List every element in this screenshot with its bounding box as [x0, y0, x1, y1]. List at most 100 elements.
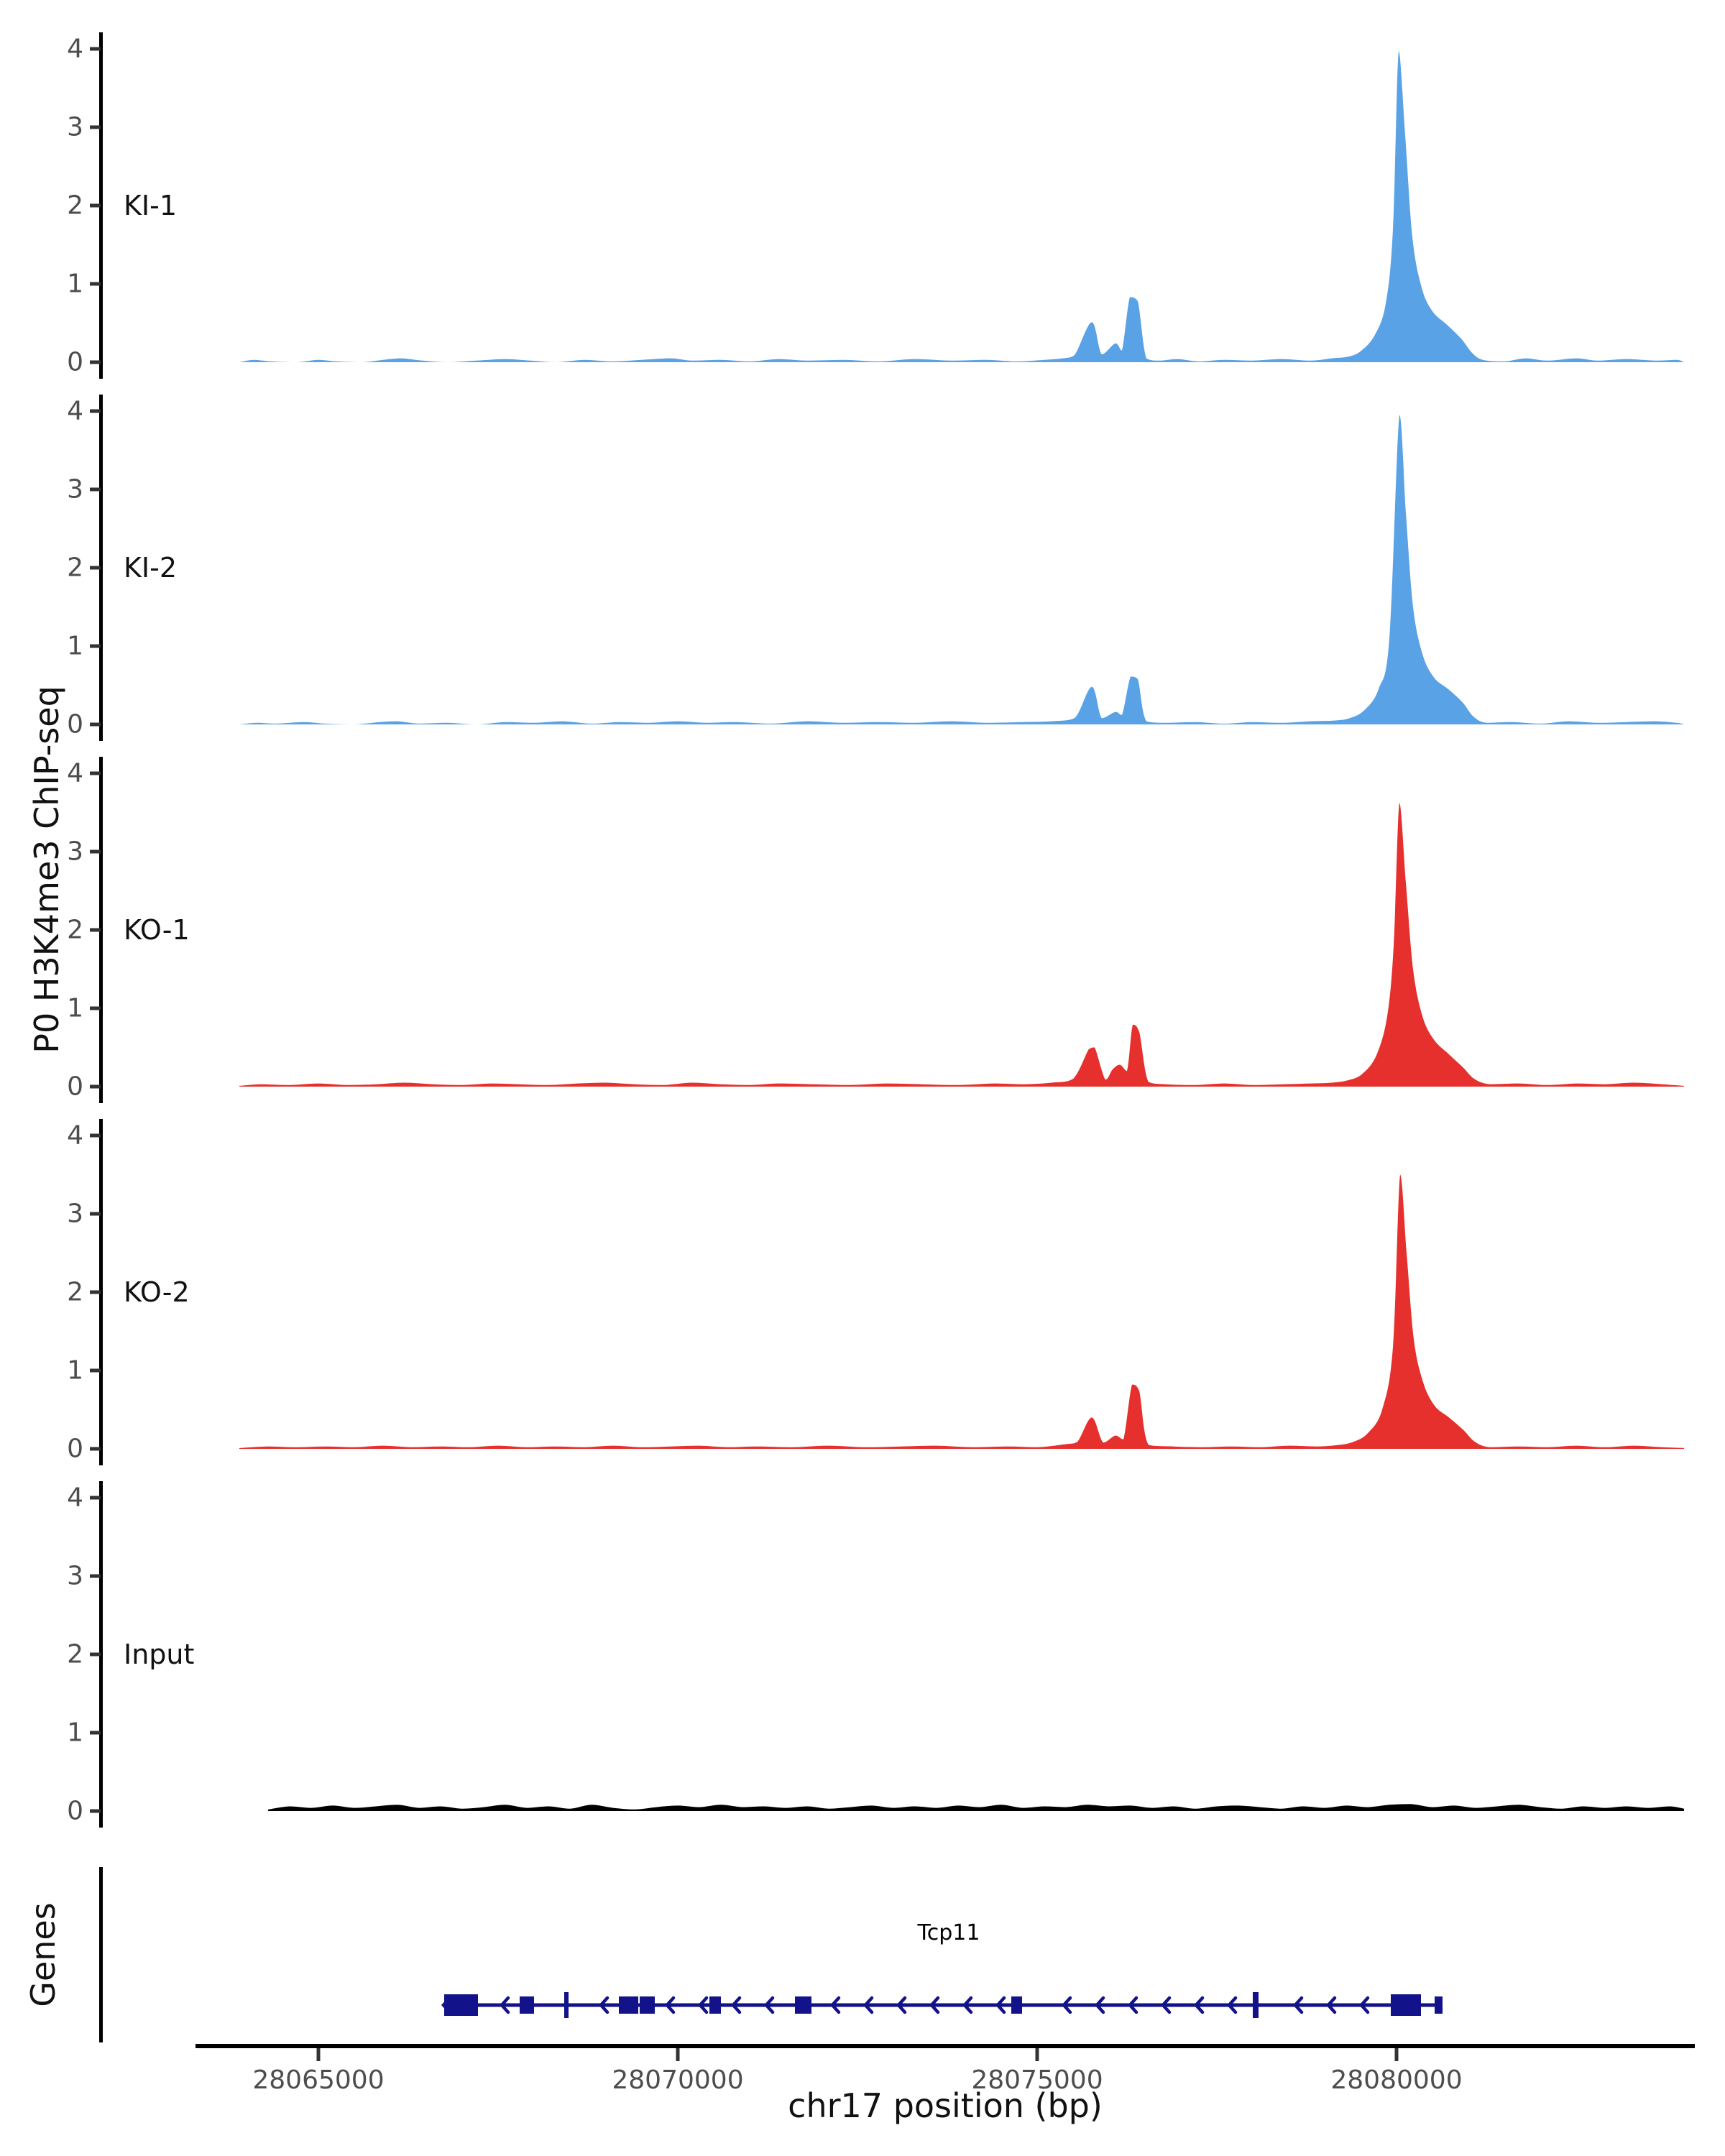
- y-tick-label-ki-2-3: 3: [67, 475, 83, 505]
- y-tick-label-ki-2-1: 1: [67, 632, 83, 661]
- y-tick-label-ki-1-4: 4: [67, 34, 83, 64]
- y-axis-line-ko-2: [99, 1119, 103, 1465]
- x-tick-28080000: [1394, 2048, 1399, 2061]
- y-tick-label-ko-2-4: 4: [67, 1121, 83, 1151]
- gene-strand-arrow: [1061, 1996, 1072, 2014]
- y-tick-ko-2-0: [90, 1447, 101, 1451]
- gene-exon-9: [1253, 1992, 1259, 2018]
- y-tick-label-ki-1-2: 2: [67, 191, 83, 221]
- y-axis-line-input: [99, 1481, 103, 1828]
- x-tick-label-28070000: 28070000: [612, 2065, 743, 2095]
- y-tick-ki-2-4: [90, 409, 101, 413]
- gene-intron-line: [444, 2003, 1443, 2007]
- y-tick-label-ki-1-0: 0: [67, 348, 83, 377]
- gene-exon-8: [1011, 1996, 1022, 2014]
- x-tick-label-28065000: 28065000: [252, 2065, 384, 2095]
- signal-area-ki-1: [239, 51, 1684, 363]
- y-tick-ki-1-4: [90, 47, 101, 51]
- y-tick-label-ko-1-0: 0: [67, 1072, 83, 1102]
- y-tick-ki-2-1: [90, 644, 101, 648]
- y-tick-input-2: [90, 1652, 101, 1657]
- y-tick-input-3: [90, 1574, 101, 1578]
- gene-strand-arrow: [896, 1996, 907, 2014]
- y-tick-label-ko-2-0: 0: [67, 1434, 83, 1464]
- y-tick-ki-1-1: [90, 282, 101, 286]
- x-tick-28070000: [676, 2048, 680, 2061]
- y-tick-label-input-4: 4: [67, 1483, 83, 1513]
- y-tick-label-ki-1-1: 1: [67, 270, 83, 299]
- y-tick-ko-1-2: [90, 928, 101, 932]
- signal-area-ko-1: [239, 803, 1684, 1087]
- x-axis-line: [196, 2044, 1695, 2048]
- gene-strand-arrow: [763, 1996, 775, 2014]
- y-tick-ko-2-3: [90, 1212, 101, 1216]
- y-tick-ki-2-2: [90, 566, 101, 570]
- y-tick-label-ko-1-2: 2: [67, 916, 83, 945]
- gene-exon-1: [444, 1994, 478, 2016]
- y-tick-ki-1-0: [90, 360, 101, 364]
- y-tick-label-ko-1-1: 1: [67, 994, 83, 1023]
- gene-name-label: Tcp11: [917, 1920, 980, 1945]
- x-tick-label-28075000: 28075000: [971, 2065, 1103, 2095]
- gene-strand-arrow: [499, 1996, 510, 2014]
- gene-strand-arrow: [929, 1996, 940, 2014]
- track-label-ko-1: KO-1: [124, 914, 190, 946]
- genes-axis-line: [99, 1867, 103, 2042]
- y-tick-label-input-1: 1: [67, 1718, 83, 1748]
- y-tick-label-ki-2-0: 0: [67, 710, 83, 740]
- y-tick-label-ki-1-3: 3: [67, 113, 83, 142]
- gene-strand-arrow: [664, 1996, 676, 2014]
- y-tick-ko-1-0: [90, 1084, 101, 1089]
- gene-exon-5: [640, 1996, 655, 2014]
- gene-strand-arrow: [1127, 1996, 1138, 2014]
- y-tick-ko-1-1: [90, 1006, 101, 1010]
- gene-exon-7: [795, 1996, 811, 2014]
- y-axis-line-ko-1: [99, 757, 103, 1103]
- signal-area-input: [268, 1804, 1684, 1811]
- gene-strand-arrow: [697, 1996, 709, 2014]
- y-tick-label-ko-2-1: 1: [67, 1356, 83, 1386]
- gene-exon-10: [1391, 1994, 1421, 2016]
- x-tick-28075000: [1035, 2048, 1039, 2061]
- gene-strand-arrow: [598, 1996, 610, 2014]
- y-axis-line-ki-2: [99, 395, 103, 741]
- gene-exon-4: [619, 1996, 638, 2014]
- gene-strand-arrow: [995, 1996, 1006, 2014]
- y-tick-ko-2-1: [90, 1368, 101, 1373]
- y-axis-title: P0 H3K4me3 ChIP-seq: [27, 686, 66, 1054]
- y-tick-input-1: [90, 1731, 101, 1735]
- genes-axis-title: Genes: [24, 1902, 63, 2007]
- y-tick-label-ko-2-3: 3: [67, 1199, 83, 1229]
- y-axis-line-ki-1: [99, 32, 103, 379]
- y-tick-label-input-0: 0: [67, 1797, 83, 1826]
- x-tick-label-28080000: 28080000: [1330, 2065, 1462, 2095]
- y-tick-label-input-2: 2: [67, 1640, 83, 1669]
- gene-strand-arrow: [730, 1996, 742, 2014]
- track-label-ki-1: KI-1: [124, 190, 177, 221]
- track-label-ko-2: KO-2: [124, 1276, 190, 1308]
- x-axis-title: chr17 position (bp): [788, 2086, 1103, 2125]
- gene-strand-arrow: [1292, 1996, 1304, 2014]
- y-tick-ko-2-4: [90, 1133, 101, 1138]
- signal-area-ko-2: [239, 1174, 1684, 1449]
- signal-area-ki-2: [239, 415, 1684, 724]
- y-tick-label-input-3: 3: [67, 1562, 83, 1591]
- gene-strand-arrow: [1094, 1996, 1105, 2014]
- track-label-input: Input: [124, 1639, 194, 1670]
- gene-strand-arrow: [862, 1996, 874, 2014]
- gene-strand-arrow: [1193, 1996, 1205, 2014]
- y-tick-label-ki-2-4: 4: [67, 397, 83, 426]
- gene-strand-arrow: [1226, 1996, 1238, 2014]
- y-tick-ko-2-2: [90, 1290, 101, 1294]
- gene-strand-arrow: [1358, 1996, 1370, 2014]
- y-tick-ko-1-3: [90, 849, 101, 854]
- x-tick-28065000: [316, 2048, 321, 2061]
- gene-exon-11: [1435, 1996, 1443, 2014]
- gene-strand-arrow: [829, 1996, 841, 2014]
- y-tick-label-ko-1-4: 4: [67, 759, 83, 788]
- y-tick-ko-1-4: [90, 771, 101, 775]
- gene-exon-2: [520, 1996, 534, 2014]
- gene-strand-arrow: [1325, 1996, 1337, 2014]
